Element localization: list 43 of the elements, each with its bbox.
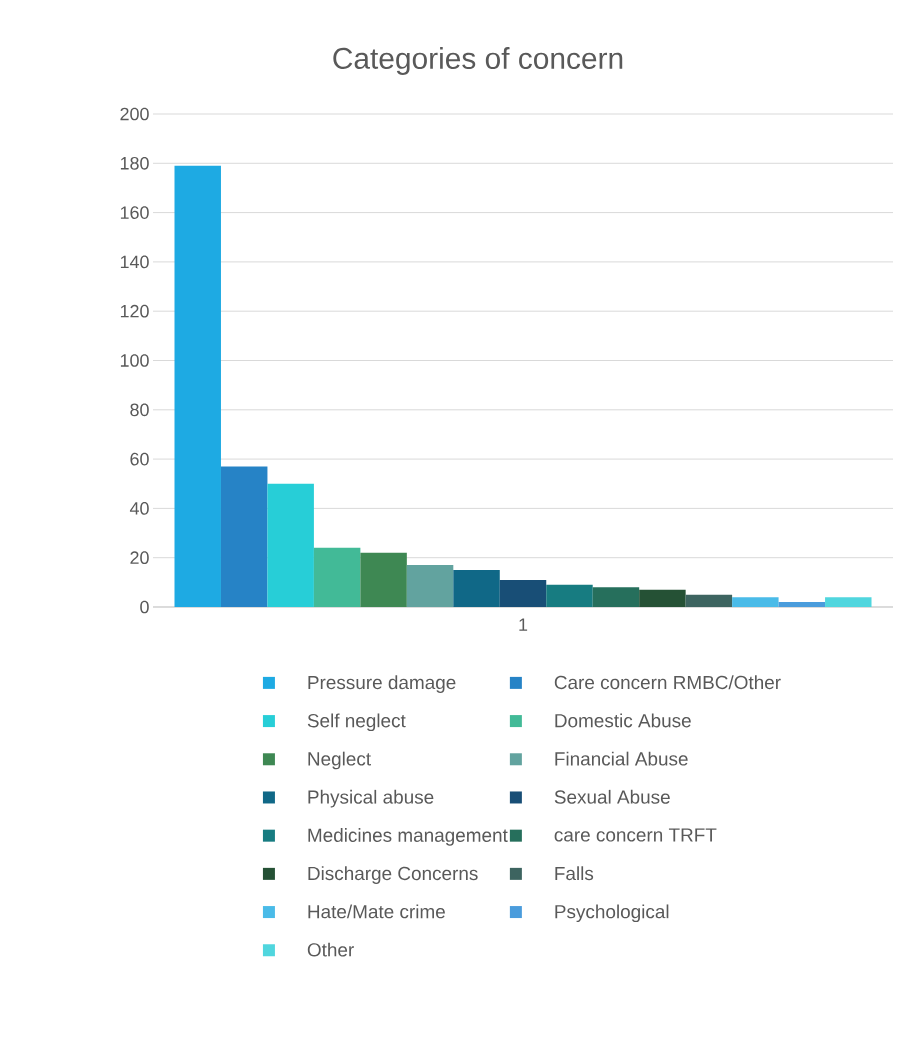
x-tick-label: 1	[519, 618, 528, 631]
bar	[732, 597, 779, 607]
bar	[825, 597, 872, 607]
y-tick-label: 20	[130, 551, 149, 565]
y-tick-label: 140	[120, 255, 149, 269]
bar	[592, 587, 640, 607]
legend-label: Domestic Abuse	[555, 713, 691, 728]
legend-label: Physical abuse	[308, 789, 434, 808]
y-tick-label: 0	[140, 600, 149, 614]
legend-label: Financial Abuse	[555, 751, 688, 766]
bar	[453, 570, 500, 607]
legend-label: Psychological	[555, 904, 669, 923]
legend-label: Sexual Abuse	[554, 789, 670, 804]
legend-label: Falls	[555, 866, 594, 881]
bar	[174, 165, 221, 607]
legend-label: Self neglect	[307, 713, 406, 732]
y-tick-label: 200	[120, 107, 149, 121]
bar	[546, 584, 593, 607]
legend-label: Hate/Mate crime	[308, 904, 445, 919]
bar	[267, 483, 314, 607]
bar	[313, 547, 361, 607]
legend-label: care concern TRFT	[554, 828, 717, 842]
y-tick-label: 60	[130, 452, 149, 466]
legend-label: Medicines management	[308, 828, 508, 846]
y-tick-label: 160	[120, 206, 149, 219]
legend-label: Pressure damage	[308, 675, 456, 693]
bar	[220, 466, 268, 607]
bar	[685, 594, 733, 607]
bar	[639, 589, 686, 607]
bar	[499, 579, 547, 607]
y-tick-label: 80	[130, 403, 149, 417]
y-tick-label: 180	[120, 156, 149, 170]
chart-title: Categories of concern	[333, 47, 623, 75]
bar	[360, 552, 407, 607]
bar	[406, 565, 454, 607]
legend-label: Other	[307, 942, 354, 957]
legend-label: Neglect	[308, 751, 371, 770]
y-tick-label: 100	[120, 354, 149, 367]
bar	[778, 602, 826, 607]
legend-label: Discharge Concerns	[308, 866, 478, 884]
legend-label: Care concern RMBC/Other	[554, 675, 781, 690]
y-tick-label: 120	[120, 304, 149, 318]
y-tick-label: 40	[129, 502, 149, 515]
